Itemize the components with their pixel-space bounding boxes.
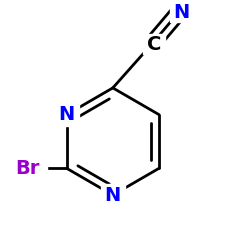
Bar (143, 34, 165, 54)
Text: N: N (173, 3, 189, 22)
Bar (54, 104, 79, 126)
Text: N: N (58, 105, 75, 124)
Bar (8, 157, 47, 179)
Bar (170, 3, 192, 22)
Text: C: C (147, 34, 162, 54)
Text: N: N (105, 186, 121, 204)
Text: Br: Br (16, 159, 40, 178)
Bar (101, 184, 125, 206)
